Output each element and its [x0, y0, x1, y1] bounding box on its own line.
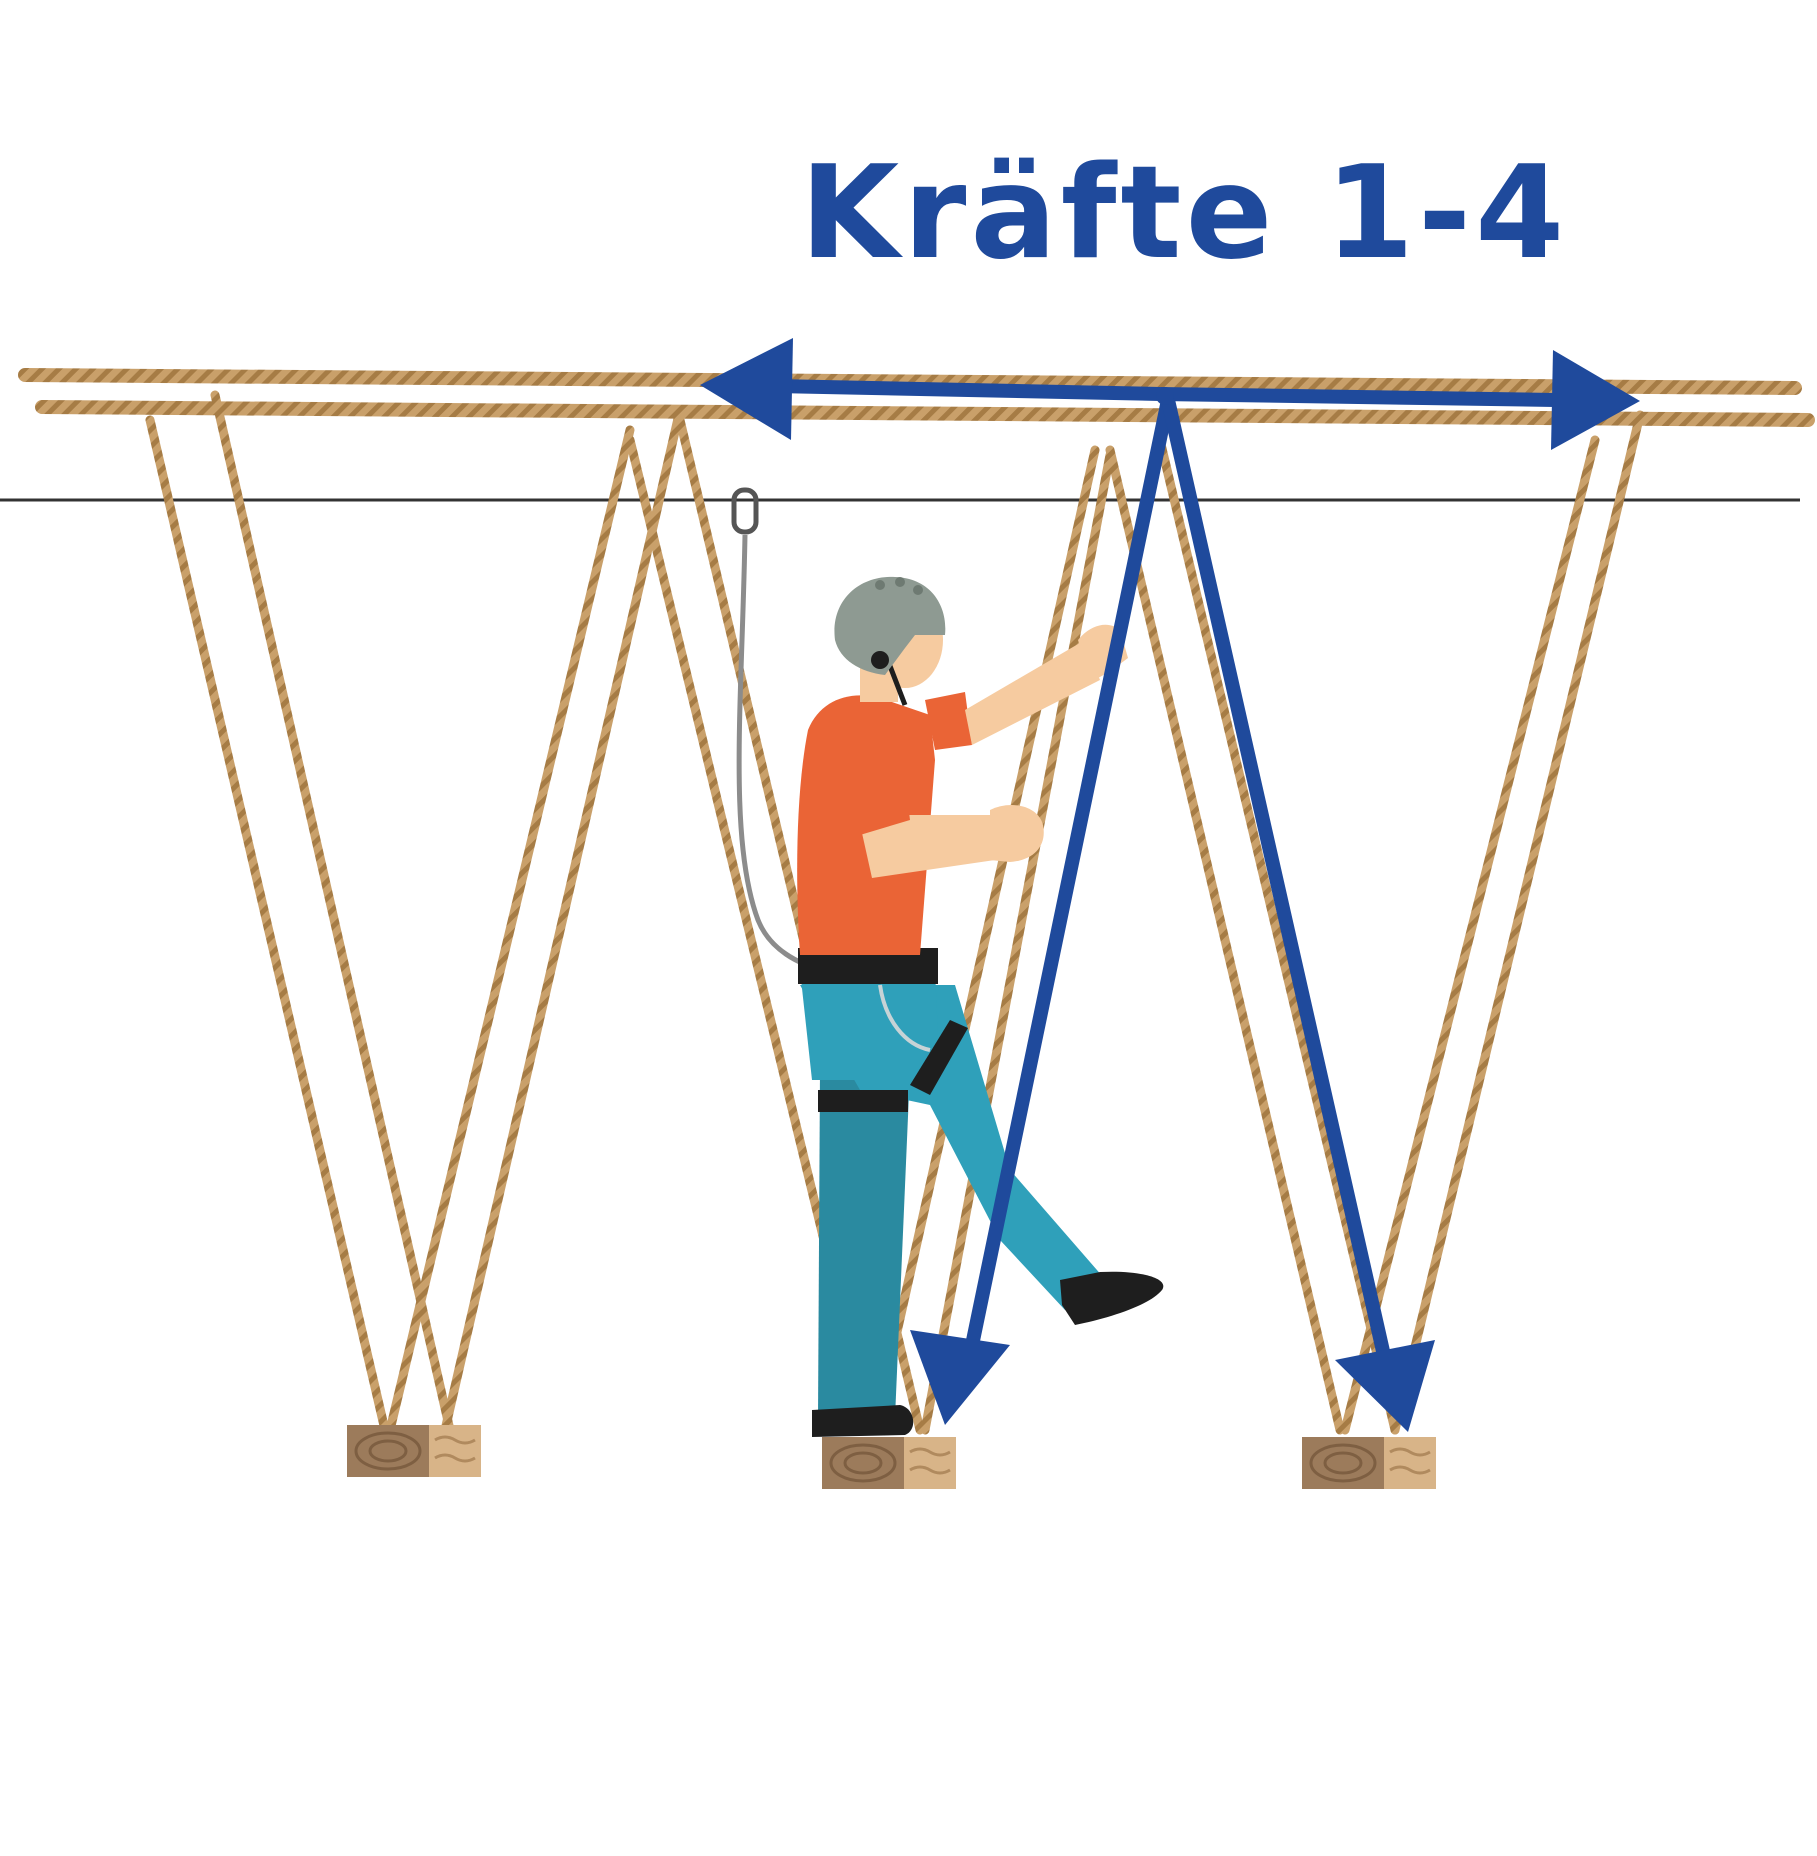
wood-block [822, 1437, 956, 1489]
force-arrows [700, 338, 1640, 1432]
back-shoe [812, 1405, 914, 1437]
force-arrow-down-left [963, 398, 1175, 1357]
rope-segment [210, 390, 455, 1435]
back-leg [818, 1070, 910, 1418]
force-arrow-left [774, 379, 1161, 401]
rope-segment [870, 445, 1100, 1435]
force-arrowhead-down-right [1335, 1340, 1435, 1432]
shirt-sleeve-lower [820, 740, 910, 835]
harness-leg-loop [818, 1090, 908, 1112]
rope-segment [440, 405, 685, 1435]
hips [800, 970, 940, 1080]
rope-segment [385, 425, 635, 1435]
wood-block [347, 1425, 481, 1477]
lanyard [731, 487, 821, 971]
rope-segment [1105, 445, 1345, 1435]
diagram-title: Kräfte 1-4 [800, 139, 1569, 288]
lower-hand [990, 805, 1044, 862]
rope-segment [1155, 435, 1400, 1435]
raised-arm [965, 640, 1100, 745]
top-ropes [18, 368, 1815, 427]
rope-supports [145, 390, 1645, 1435]
force-arrow-down-right [1161, 398, 1392, 1362]
top-rope-upper [18, 368, 1802, 395]
rope-segment [1390, 410, 1645, 1435]
rope-segment [145, 415, 390, 1435]
wood-blocks [347, 1425, 1436, 1489]
force-arrowhead-left [700, 338, 793, 440]
force-arrow-right [1159, 387, 1556, 407]
carabiner-icon [731, 487, 759, 535]
harness-strap [910, 1020, 968, 1095]
force-arrowhead-right [1551, 350, 1640, 450]
force-arrowhead-down-left [910, 1330, 1010, 1425]
climber-figure [797, 576, 1164, 1437]
sleeve [925, 692, 972, 750]
helmet [834, 576, 946, 675]
lower-arm [858, 815, 995, 878]
force-origin [1156, 387, 1174, 405]
rope-segment [1340, 435, 1600, 1435]
front-shoe [1060, 1271, 1164, 1325]
top-rope-lower [35, 400, 1815, 427]
wood-block [1302, 1437, 1436, 1489]
rope-segment [920, 450, 1115, 1435]
